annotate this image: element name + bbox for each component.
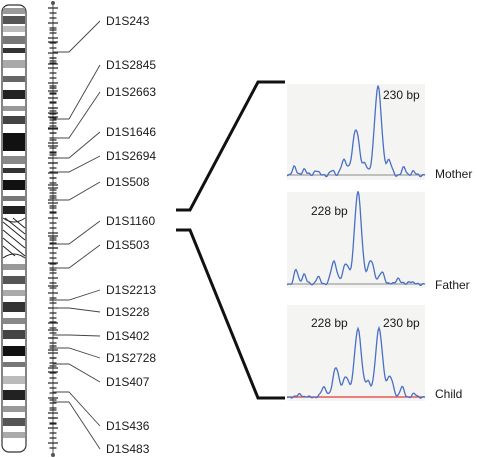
zoom-bracket (176, 80, 285, 400)
chromosome-band (3, 276, 25, 284)
centromere (2, 217, 26, 259)
peak-label: 230 bp (383, 316, 420, 330)
marker-label: D1S508 (106, 175, 150, 189)
chromosome-band (3, 156, 25, 164)
zoom-bracket-upper (176, 80, 285, 212)
marker-label: D1S407 (106, 375, 150, 389)
marker-label: D1S436 (106, 419, 150, 433)
marker-map (48, 1, 101, 457)
chromosome-band (3, 16, 25, 24)
marker-leader-line (53, 289, 101, 301)
chromosome-band (3, 264, 25, 270)
marker-leader-line (53, 220, 101, 245)
trace-panel-child: 228 bp 230 bp Child (286, 305, 462, 401)
chromosome-band (3, 330, 25, 339)
peak-label: 228 bp (311, 204, 348, 218)
trace-panel-background (287, 305, 425, 401)
chromosome-band (3, 318, 25, 324)
marker-leader-line (53, 347, 101, 359)
chromosome-band (3, 90, 25, 99)
chromosome-band (3, 8, 25, 14)
marker-label: D1S2663 (106, 85, 156, 99)
chromosome-band (3, 418, 25, 426)
marker-label: D1S503 (106, 238, 150, 252)
chromosome-band (3, 116, 25, 124)
marker-label: D1S483 (106, 442, 150, 456)
chromosome-band (3, 180, 25, 190)
peak-label: 230 bp (383, 88, 420, 102)
marker-leader-line (53, 155, 101, 173)
chromosome-band (3, 346, 25, 356)
chromosome-band (3, 196, 25, 201)
electropherogram-panels: 230 bp Mother 228 bp Father 228 bp 230 b… (286, 84, 472, 401)
chromosome-band (3, 376, 25, 384)
marker-label: D1S2728 (106, 351, 156, 365)
marker-labels: D1S243 D1S2845 D1S2663 D1S1646 D1S2694 D… (106, 14, 156, 456)
marker-leader-line (53, 64, 101, 120)
marker-label: D1S402 (106, 329, 150, 343)
chromosome-band (3, 48, 25, 53)
trace-panel-father: 228 bp Father (286, 191, 470, 292)
chromosome-bands (3, 8, 25, 438)
marker-label-highlighted: D1S1160 (106, 214, 155, 228)
chromosome-band (3, 60, 25, 68)
chromosome-band (3, 36, 25, 44)
marker-leader-line (53, 363, 101, 383)
marker-leader-line (53, 391, 101, 427)
trace-panel-background (287, 84, 425, 180)
sample-label: Father (435, 278, 470, 292)
sample-label: Child (435, 387, 462, 401)
chromosome-band (3, 133, 25, 151)
chromosome-ideogram (1, 4, 27, 453)
chromosome-band (3, 106, 25, 111)
chromosome-band (3, 206, 25, 214)
marker-leader-line (53, 401, 101, 450)
marker-leader-line (53, 91, 101, 139)
marker-leader-line (53, 131, 101, 159)
marker-leader-line (53, 181, 101, 201)
trace-line (286, 191, 426, 287)
sample-label: Mother (435, 167, 472, 181)
map-bottom-end (51, 453, 55, 457)
map-top-end (51, 1, 55, 5)
chromosome-band (3, 168, 25, 173)
chromosome-band (3, 290, 25, 296)
trace-panel-mother: 230 bp Mother (286, 84, 472, 181)
trace-line (286, 325, 426, 399)
chromosome-band (3, 390, 25, 400)
chromosome-band (3, 302, 25, 312)
chromosome-band (3, 406, 25, 412)
zoom-bracket-lower (176, 228, 285, 400)
chromosome-band (3, 26, 25, 32)
trace-line (286, 85, 426, 178)
marker-label: D1S2845 (106, 58, 156, 72)
marker-leader-line (53, 307, 101, 313)
marker-leader-lines (53, 20, 101, 450)
marker-label: D1S2694 (106, 149, 156, 163)
marker-leader-line (53, 334, 101, 337)
marker-leader-line (53, 20, 101, 53)
marker-label: D1S2213 (106, 283, 156, 297)
chromosome-band (3, 432, 25, 438)
peak-label: 228 bp (311, 316, 348, 330)
marker-label: D1S228 (106, 305, 150, 319)
chromosome-band (3, 76, 25, 82)
marker-label: D1S243 (106, 14, 150, 28)
chromosome-band (3, 362, 25, 367)
marker-label: D1S1646 (106, 125, 156, 139)
marker-leader-line (53, 244, 101, 269)
